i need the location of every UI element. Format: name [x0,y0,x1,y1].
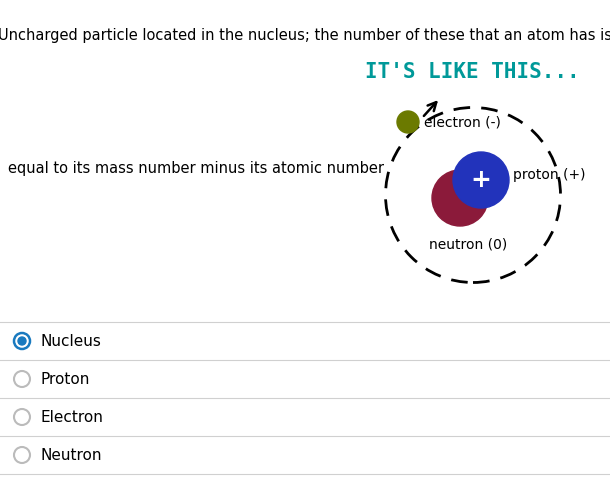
Text: Uncharged particle located in the nucleus; the number of these that an atom has : Uncharged particle located in the nucleu… [0,28,610,43]
Circle shape [453,152,509,208]
Text: neutron (0): neutron (0) [429,238,507,252]
Circle shape [397,111,419,133]
Text: +: + [470,168,492,192]
Text: electron (-): electron (-) [424,115,501,129]
Text: Neutron: Neutron [40,448,101,463]
Text: equal to its mass number minus its atomic number: equal to its mass number minus its atomi… [8,161,384,176]
Circle shape [18,337,26,345]
Text: Proton: Proton [40,372,90,387]
Text: proton (+): proton (+) [513,168,586,182]
Text: Nucleus: Nucleus [40,333,101,348]
Text: Electron: Electron [40,409,103,424]
Circle shape [432,170,488,226]
Text: IT'S LIKE THIS...: IT'S LIKE THIS... [365,62,580,82]
